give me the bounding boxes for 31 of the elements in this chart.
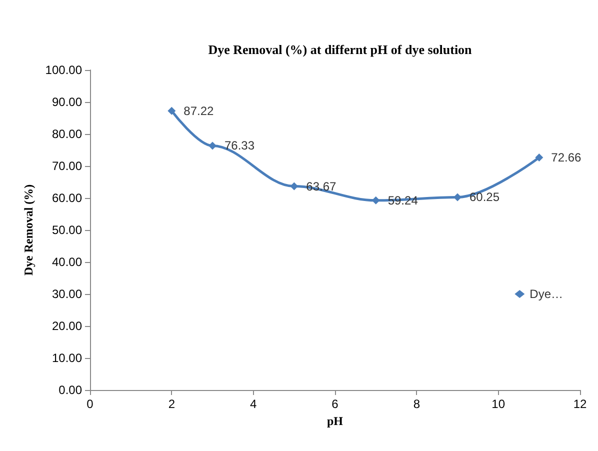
legend-label: Dye…	[530, 287, 564, 301]
x-tick-label: 6	[332, 397, 339, 411]
y-tick-label: 40.00	[52, 255, 82, 269]
data-label: 87.22	[184, 104, 214, 118]
y-axis-title: Dye Removal (%)	[21, 184, 36, 276]
x-tick-label: 12	[573, 397, 587, 411]
y-tick-label: 60.00	[52, 191, 82, 205]
chart-title: Dye Removal (%) at differnt pH of dye solution	[208, 42, 473, 57]
point	[454, 193, 462, 202]
x-tick-label: 4	[250, 397, 257, 411]
data-label: 76.33	[224, 138, 255, 153]
y-tick-label: 0.00	[58, 383, 82, 397]
y-tick-label: 30.00	[52, 287, 82, 301]
x-tick-label: 2	[168, 397, 176, 411]
y-tick-label: 70.00	[52, 159, 82, 173]
y-tick-label: 50.00	[52, 223, 82, 237]
point	[535, 153, 544, 162]
data-label: 60.25	[470, 190, 500, 204]
x-tick-label: 0	[86, 397, 94, 411]
y-tick-label: 20.00	[52, 319, 82, 333]
point	[168, 106, 176, 115]
y-tick-label: 100.00	[45, 63, 82, 77]
y-tick-label: 90.00	[52, 95, 82, 109]
point	[208, 142, 216, 150]
point	[290, 182, 298, 190]
x-tick-label: 10	[492, 397, 506, 411]
y-tick-label: 10.00	[52, 351, 82, 365]
x-axis-title: pH	[326, 414, 344, 428]
data-label: 72.66	[551, 150, 582, 164]
x-tick-label: 8	[413, 397, 420, 411]
y-tick-label: 80.00	[52, 127, 82, 141]
